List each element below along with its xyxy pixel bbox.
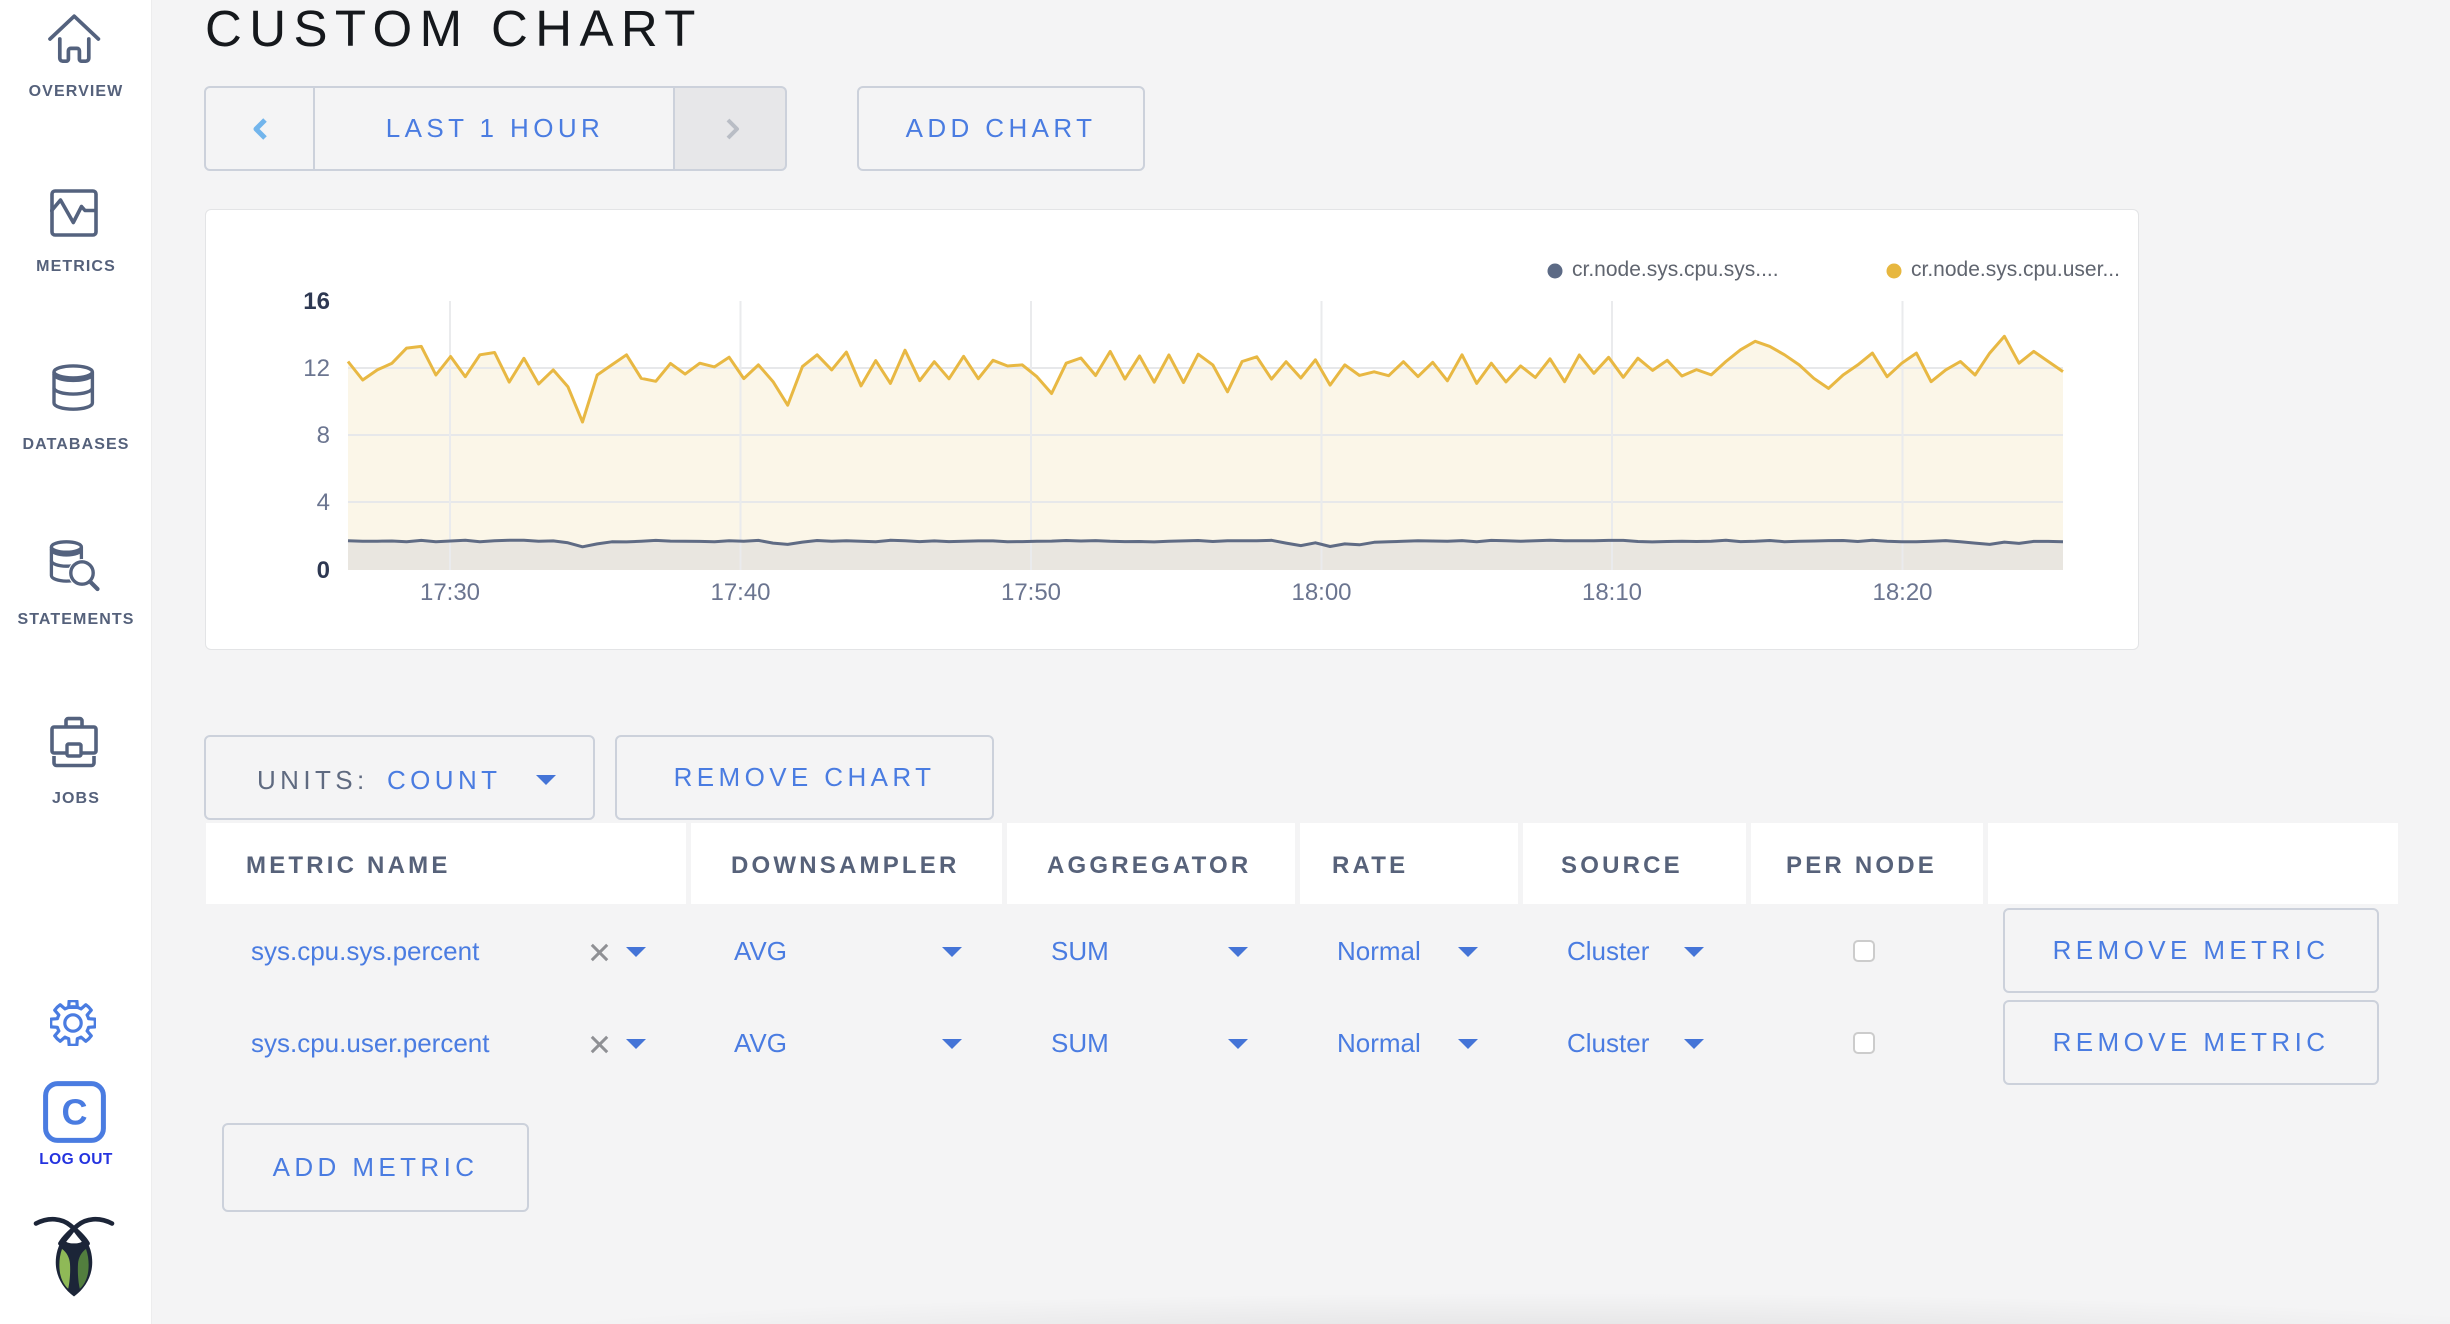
svg-text:C: C: [62, 1092, 88, 1133]
